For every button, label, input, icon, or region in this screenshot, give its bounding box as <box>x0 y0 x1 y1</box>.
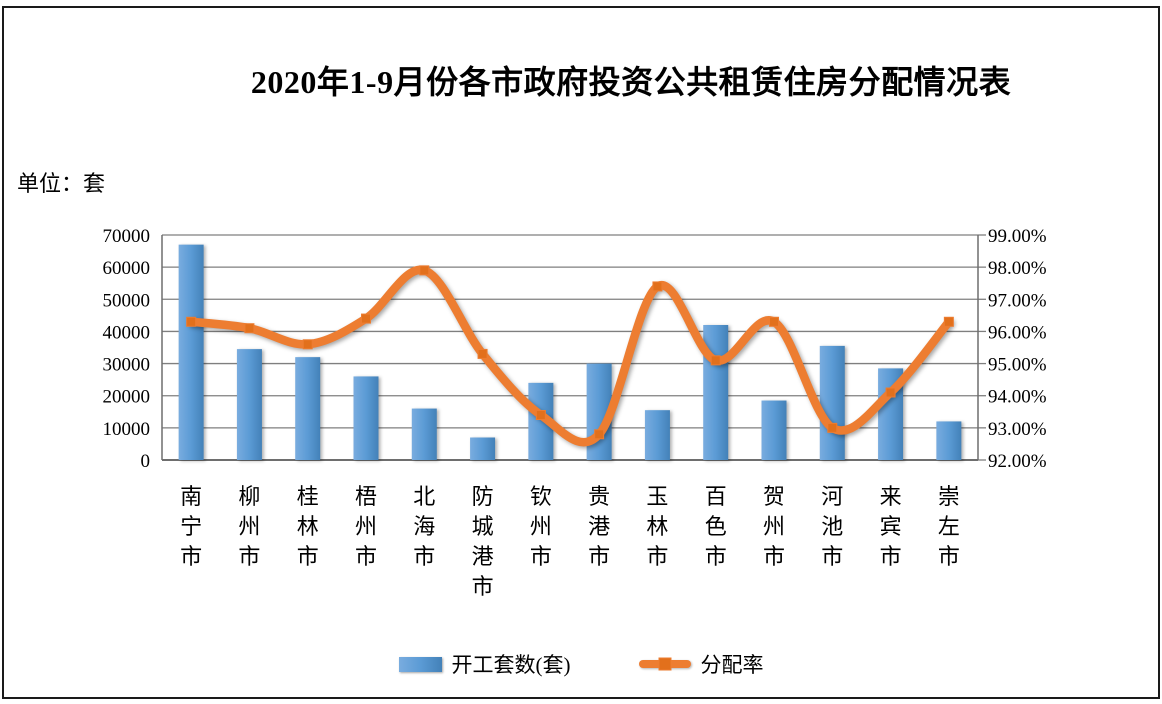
right-axis-tick-label: 99.00% <box>988 226 1047 247</box>
bar <box>353 376 379 460</box>
combo-chart: 0 92.00% 10000 93.00% 20000 94.00% 30000 95.00%… <box>103 226 1047 599</box>
right-axis-tick-label: 96.00% <box>988 322 1047 343</box>
bar <box>703 325 729 460</box>
right-axis-tick-label: 95.00% <box>988 355 1047 376</box>
bar <box>936 421 962 460</box>
left-axis-tick-label: 30000 <box>103 355 151 376</box>
line-point-marker <box>769 316 779 327</box>
line-point-marker <box>652 281 663 292</box>
x-axis-category-label: 贺州市 <box>763 484 785 569</box>
left-axis-tick-label: 20000 <box>103 387 151 408</box>
line-point-marker <box>302 339 313 350</box>
line-point-marker <box>594 429 605 440</box>
x-axis-category-label: 防城港市 <box>472 484 494 599</box>
x-axis-category-label: 桂林市 <box>297 484 319 569</box>
line-point-marker <box>477 348 488 359</box>
x-axis-category-label: 梧州市 <box>355 484 377 569</box>
x-axis-category-label: 南宁市 <box>180 484 202 569</box>
left-axis-tick-label: 10000 <box>103 419 151 440</box>
x-axis-category-label: 贵港市 <box>588 484 610 569</box>
x-axis-category-label: 百色市 <box>705 484 727 569</box>
legend-label-line: 分配率 <box>700 653 764 677</box>
right-axis-tick-label: 94.00% <box>988 387 1047 408</box>
line-marker-icon <box>658 657 671 671</box>
left-axis-tick-label: 40000 <box>103 322 151 343</box>
left-axis-tick-label: 70000 <box>103 226 151 247</box>
left-axis-tick-label: 60000 <box>103 258 151 279</box>
x-axis-category-label: 来宾市 <box>880 484 902 569</box>
left-axis-tick-label: 0 <box>141 451 151 472</box>
legend-item-bars: 开工套数(套) <box>398 649 571 679</box>
legend-label-bars: 开工套数(套) <box>451 653 571 677</box>
bar <box>411 408 437 460</box>
x-axis-category-label: 钦州市 <box>530 484 552 569</box>
bar <box>470 437 496 460</box>
line-point-marker <box>885 387 896 398</box>
line-point-marker <box>535 410 546 420</box>
unit-label: 单位：套 <box>17 171 106 196</box>
x-axis-category-label: 崇左市 <box>938 484 960 569</box>
chart-title: 2020年1-9月份各市政府投资公共租赁住房分配情况表 <box>250 64 1012 100</box>
right-axis-tick-label: 98.00% <box>988 258 1047 279</box>
line-point-marker <box>244 323 255 334</box>
bar <box>295 357 321 460</box>
right-axis-tick-label: 97.00% <box>988 290 1047 311</box>
line-point-marker <box>419 265 430 276</box>
x-axis-category-label: 北海市 <box>413 484 435 569</box>
bar <box>178 244 204 460</box>
right-axis-tick-label: 93.00% <box>988 419 1047 440</box>
bar <box>761 400 787 460</box>
x-axis-category-label: 河池市 <box>821 484 843 569</box>
line-point-marker <box>827 422 838 433</box>
x-axis-category-label: 柳州市 <box>238 484 260 569</box>
chart-legend: 开工套数(套) 分配率 <box>0 646 1162 682</box>
line-series-swatch-icon <box>638 657 691 671</box>
line-point-marker <box>710 355 721 366</box>
left-axis-tick-label: 50000 <box>103 290 151 311</box>
legend-item-line: 分配率 <box>638 649 764 679</box>
bar-series-swatch-icon <box>398 656 442 672</box>
right-axis-tick-label: 92.00% <box>988 451 1047 472</box>
bar <box>236 349 262 460</box>
line-point-marker <box>361 313 371 324</box>
x-axis-category-label: 玉林市 <box>646 484 668 569</box>
bar <box>644 410 670 460</box>
line-point-marker <box>186 316 197 327</box>
bar <box>819 345 845 460</box>
line-point-marker <box>943 316 954 327</box>
